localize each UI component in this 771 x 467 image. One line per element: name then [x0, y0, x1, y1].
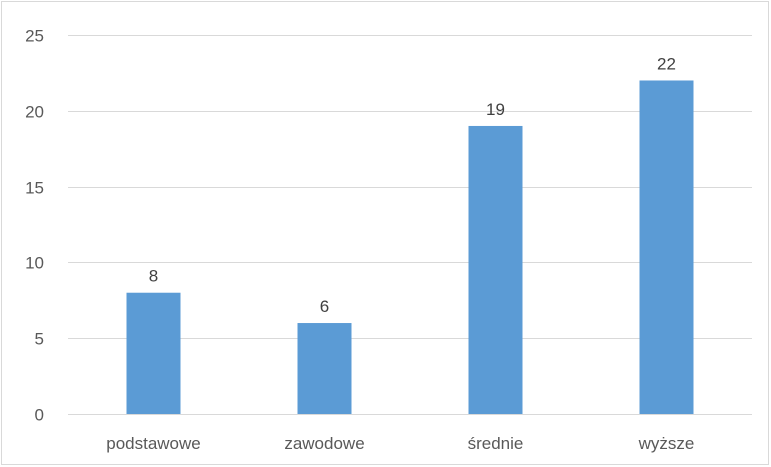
data-label-zawodowe: 6 [320, 297, 329, 316]
y-axis-tick-labels: 0 5 10 15 20 25 [25, 27, 44, 425]
bars [126, 80, 694, 415]
y-tick-label-20: 20 [25, 103, 44, 122]
x-tick-label-zawodowe: zawodowe [284, 434, 364, 453]
data-label-wyzsze: 22 [657, 54, 676, 73]
data-label-srednie: 19 [486, 100, 505, 119]
y-tick-label-10: 10 [25, 254, 44, 273]
x-tick-label-wyzsze: wyższe [638, 434, 695, 453]
y-tick-label-5: 5 [35, 330, 44, 349]
bar-podstawowe [126, 292, 181, 414]
y-tick-label-0: 0 [35, 406, 44, 425]
x-tick-label-podstawowe: podstawowe [106, 434, 201, 453]
x-tick-label-srednie: średnie [468, 434, 524, 453]
bar-zawodowe [297, 323, 352, 414]
x-axis-tick-labels: podstawowe zawodowe średnie wyższe [106, 434, 694, 453]
bar-wyzsze [639, 80, 694, 414]
data-label-podstawowe: 8 [149, 267, 158, 286]
gridlines [68, 35, 752, 415]
data-labels: 8 6 19 22 [149, 54, 676, 316]
y-tick-label-25: 25 [25, 27, 44, 46]
bar-srednie [468, 125, 523, 415]
y-tick-label-15: 15 [25, 179, 44, 198]
